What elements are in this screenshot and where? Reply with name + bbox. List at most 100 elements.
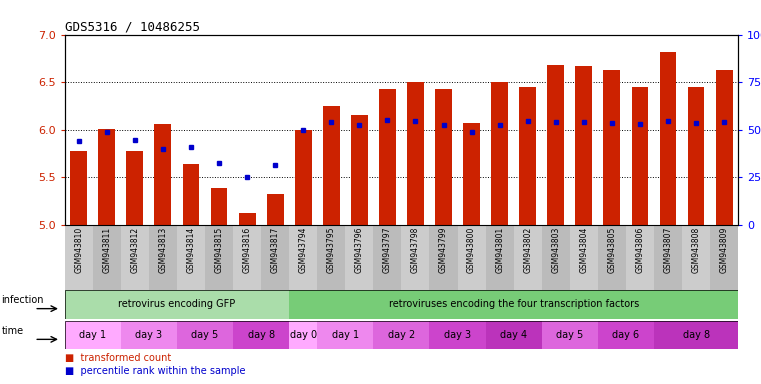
Bar (233, 225, 261, 290)
Text: GSM943800: GSM943800 (467, 227, 476, 273)
Bar (149, 225, 177, 290)
Bar (486, 321, 542, 349)
Bar (715, 70, 733, 225)
Bar (632, 87, 648, 225)
Bar (266, 194, 284, 225)
Text: GSM943797: GSM943797 (383, 227, 392, 273)
Text: day 2: day 2 (388, 330, 415, 340)
Bar (295, 130, 312, 225)
Bar (65, 321, 121, 349)
Bar (351, 115, 368, 225)
Bar (154, 124, 171, 225)
Text: GSM943804: GSM943804 (579, 227, 588, 273)
Text: GSM943813: GSM943813 (158, 227, 167, 273)
Bar (233, 321, 289, 349)
Bar (317, 225, 345, 290)
Text: GSM943812: GSM943812 (130, 227, 139, 273)
Bar (93, 225, 121, 290)
Text: GSM943796: GSM943796 (355, 227, 364, 273)
Bar (435, 89, 452, 225)
Text: GSM943816: GSM943816 (243, 227, 252, 273)
Bar (177, 225, 205, 290)
Bar (688, 87, 705, 225)
Bar (183, 164, 199, 225)
Bar (598, 321, 654, 349)
Bar (542, 321, 598, 349)
Bar (654, 321, 738, 349)
Bar (486, 225, 514, 290)
Text: day 5: day 5 (191, 330, 218, 340)
Text: GSM943798: GSM943798 (411, 227, 420, 273)
Bar (379, 89, 396, 225)
Text: time: time (2, 326, 24, 336)
Bar (682, 225, 710, 290)
Bar (177, 321, 233, 349)
Text: GSM943803: GSM943803 (551, 227, 560, 273)
Bar (239, 213, 256, 225)
Text: GSM943795: GSM943795 (326, 227, 336, 273)
Text: day 8: day 8 (683, 330, 710, 340)
Bar (205, 225, 233, 290)
Text: day 3: day 3 (135, 330, 162, 340)
Bar (374, 321, 429, 349)
Bar (261, 225, 289, 290)
Text: ■  percentile rank within the sample: ■ percentile rank within the sample (65, 366, 245, 376)
Bar (70, 151, 87, 225)
Bar (660, 52, 677, 225)
Bar (289, 290, 738, 319)
Text: GSM943809: GSM943809 (720, 227, 728, 273)
Bar (407, 82, 424, 225)
Text: GSM943806: GSM943806 (635, 227, 645, 273)
Text: GSM943801: GSM943801 (495, 227, 504, 273)
Bar (570, 225, 598, 290)
Bar (429, 321, 486, 349)
Text: retrovirus encoding GFP: retrovirus encoding GFP (118, 299, 236, 310)
Text: day 4: day 4 (500, 330, 527, 340)
Text: retroviruses encoding the four transcription factors: retroviruses encoding the four transcrip… (389, 299, 638, 310)
Bar (211, 187, 228, 225)
Text: GSM943808: GSM943808 (692, 227, 701, 273)
Bar (121, 321, 177, 349)
Text: day 0: day 0 (290, 330, 317, 340)
Text: infection: infection (2, 295, 44, 305)
Bar (401, 225, 429, 290)
Bar (65, 225, 93, 290)
Bar (457, 225, 486, 290)
Text: GSM943807: GSM943807 (664, 227, 673, 273)
Bar (289, 225, 317, 290)
Text: GSM943815: GSM943815 (215, 227, 224, 273)
Bar (547, 65, 564, 225)
Text: day 5: day 5 (556, 330, 584, 340)
Bar (598, 225, 626, 290)
Bar (429, 225, 457, 290)
Text: ■  transformed count: ■ transformed count (65, 353, 171, 363)
Bar (323, 106, 339, 225)
Bar (98, 129, 115, 225)
Bar (710, 225, 738, 290)
Text: GDS5316 / 10486255: GDS5316 / 10486255 (65, 20, 199, 33)
Text: day 3: day 3 (444, 330, 471, 340)
Bar (65, 290, 289, 319)
Text: GSM943811: GSM943811 (102, 227, 111, 273)
Bar (542, 225, 570, 290)
Bar (519, 87, 536, 225)
Text: GSM943817: GSM943817 (271, 227, 279, 273)
Text: day 6: day 6 (613, 330, 639, 340)
Bar (345, 225, 374, 290)
Text: GSM943799: GSM943799 (439, 227, 448, 273)
Text: GSM943805: GSM943805 (607, 227, 616, 273)
Text: day 8: day 8 (247, 330, 275, 340)
Bar (463, 123, 480, 225)
Text: GSM943802: GSM943802 (524, 227, 532, 273)
Text: day 1: day 1 (79, 330, 107, 340)
Bar (121, 225, 149, 290)
Text: GSM943810: GSM943810 (75, 227, 83, 273)
Bar (626, 225, 654, 290)
Text: GSM943794: GSM943794 (299, 227, 307, 273)
Text: GSM943814: GSM943814 (186, 227, 196, 273)
Bar (654, 225, 682, 290)
Text: day 1: day 1 (332, 330, 359, 340)
Bar (514, 225, 542, 290)
Bar (317, 321, 374, 349)
Bar (575, 66, 592, 225)
